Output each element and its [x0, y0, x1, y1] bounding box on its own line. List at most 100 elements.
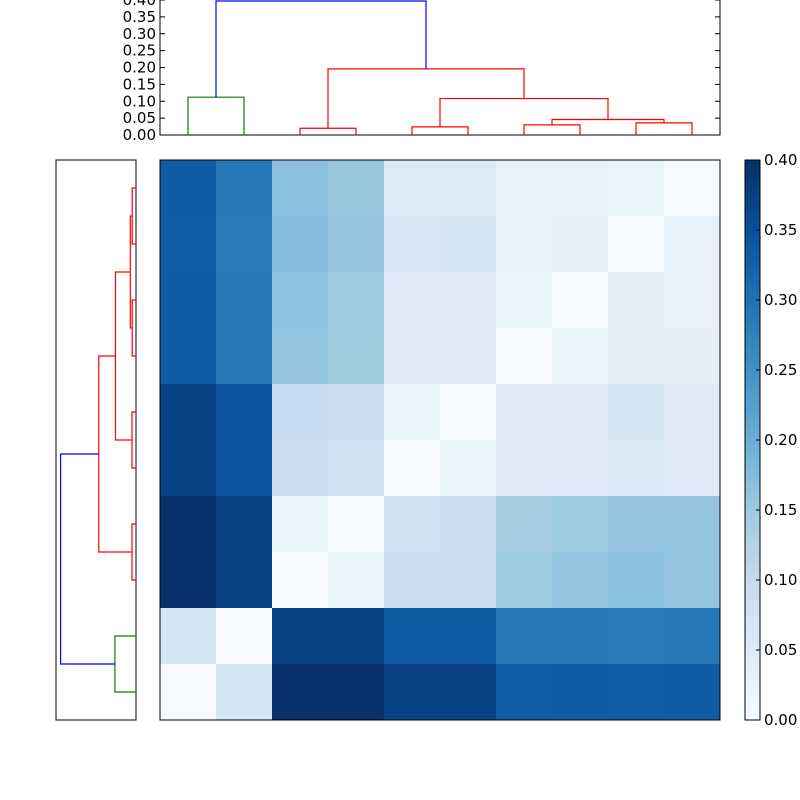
colorbar-segment [745, 485, 760, 491]
colorbar-segment [745, 385, 760, 391]
heatmap-cell [328, 440, 385, 497]
colorbar-segment [745, 665, 760, 671]
heatmap-cell [496, 216, 553, 273]
colorbar-segment [745, 175, 760, 181]
heatmap-cell [216, 440, 273, 497]
heatmap-cell [216, 552, 273, 609]
heatmap-cell [328, 272, 385, 329]
heatmap-cell [440, 272, 497, 329]
y-tick-label: 0.20 [123, 59, 156, 77]
colorbar-segment [745, 545, 760, 551]
colorbar-segment [745, 260, 760, 266]
heatmap-cell [216, 664, 273, 721]
heatmap-cell [328, 496, 385, 553]
colorbar-segment [745, 475, 760, 481]
colorbar-segment [745, 540, 760, 546]
colorbar-segment [745, 525, 760, 531]
heatmap-cell [664, 160, 721, 217]
heatmap-cell [160, 384, 217, 441]
heatmap-cell [496, 552, 553, 609]
dendrogram-link [411, 126, 469, 135]
heatmap-cell [272, 384, 329, 441]
heatmap-cell [664, 552, 721, 609]
colorbar-panel: 0.00 0.05 0.10 0.15 0.20 0.25 0.30 0.35 0.40 [744, 151, 797, 729]
heatmap-cell [440, 384, 497, 441]
colorbar-segment [745, 560, 760, 566]
top-dendrogram-panel: 0.000.050.100.150.200.250.300.350.40 [123, 0, 721, 144]
heatmap-cell [216, 608, 273, 665]
y-tick-label: 0.05 [123, 109, 156, 127]
y-tick-label: 0.40 [123, 0, 156, 9]
heatmap-panel [159, 159, 721, 721]
heatmap-cell [384, 160, 441, 217]
colorbar-segment [745, 220, 760, 226]
heatmap-cell [496, 608, 553, 665]
heatmap-cell [384, 216, 441, 273]
colorbar-segment [745, 200, 760, 206]
colorbar-segment [745, 490, 760, 496]
colorbar-segment [745, 705, 760, 711]
colorbar-segment [745, 160, 760, 166]
heatmap-cell [440, 664, 497, 721]
y-tick-label: 0.35 [123, 8, 156, 26]
colorbar-tick-label: 0.00 [764, 711, 797, 729]
colorbar-segment [745, 650, 760, 656]
heatmap-cell [160, 664, 217, 721]
heatmap-cell [552, 440, 609, 497]
colorbar-segment [745, 230, 760, 236]
heatmap-cell [664, 496, 721, 553]
colorbar-segment [745, 515, 760, 521]
heatmap-cell [216, 496, 273, 553]
colorbar-segment [745, 555, 760, 561]
heatmap-cell [216, 328, 273, 385]
heatmap-cell [272, 440, 329, 497]
heatmap-cell [160, 272, 217, 329]
heatmap-cell [440, 608, 497, 665]
heatmap-cell [608, 552, 665, 609]
heatmap-cell [496, 272, 553, 329]
heatmap-cell [328, 216, 385, 273]
colorbar-segment [745, 340, 760, 346]
heatmap-cell [272, 552, 329, 609]
left-dendrogram-panel [55, 159, 137, 721]
colorbar-segment [745, 295, 760, 301]
colorbar-segment [745, 315, 760, 321]
colorbar-segment [745, 570, 760, 576]
colorbar-segment [745, 320, 760, 326]
dendrogram-link [114, 271, 133, 441]
colorbar-tick-label: 0.20 [764, 431, 797, 449]
colorbar-segment [745, 250, 760, 256]
heatmap-cell [608, 216, 665, 273]
colorbar-segment [745, 450, 760, 456]
colorbar-segment [745, 350, 760, 356]
colorbar-segment [745, 405, 760, 411]
y-tick-label: 0.15 [123, 75, 156, 93]
colorbar-segment [745, 375, 760, 381]
colorbar-segment [745, 430, 760, 436]
colorbar-segment [745, 675, 760, 681]
colorbar-segment [745, 270, 760, 276]
heatmap-cell [608, 328, 665, 385]
colorbar-segment [745, 285, 760, 291]
colorbar-segment [745, 390, 760, 396]
colorbar-segment [745, 655, 760, 661]
colorbar-segment [745, 635, 760, 641]
colorbar-segment [745, 210, 760, 216]
colorbar-tick-label: 0.10 [764, 571, 797, 589]
heatmap-cell [216, 272, 273, 329]
heatmap-cell [328, 384, 385, 441]
heatmap-cell [664, 440, 721, 497]
heatmap-cell [552, 608, 609, 665]
colorbar-segment [745, 625, 760, 631]
heatmap-cell [440, 328, 497, 385]
colorbar-tick-label: 0.35 [764, 221, 797, 239]
colorbar-segment [745, 240, 760, 246]
dendrogram-link [523, 124, 581, 135]
colorbar-segment [745, 170, 760, 176]
colorbar-segment [745, 600, 760, 606]
heatmap-cell [328, 328, 385, 385]
colorbar-segment [745, 380, 760, 386]
heatmap-cell [608, 160, 665, 217]
heatmap-cell [160, 328, 217, 385]
